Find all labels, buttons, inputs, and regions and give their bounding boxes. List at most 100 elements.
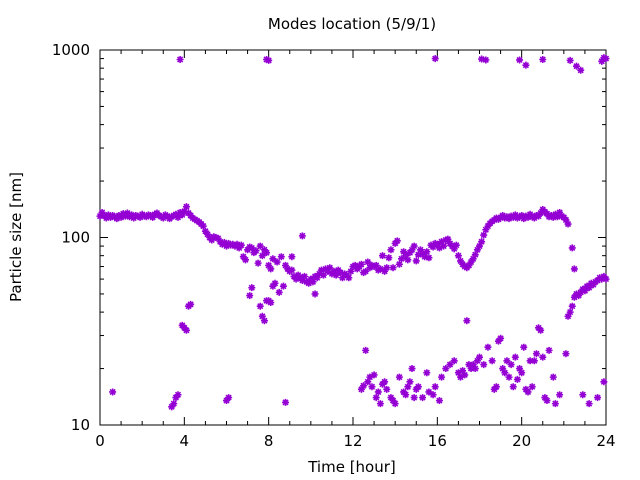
data-point [524, 213, 532, 221]
data-point [480, 361, 488, 369]
data-point [123, 209, 131, 217]
data-point [246, 292, 254, 300]
data-point [524, 388, 532, 396]
data-point [260, 317, 268, 325]
data-point [488, 357, 496, 365]
x-tick-label: 8 [264, 432, 274, 450]
x-tick-label: 16 [428, 432, 447, 450]
data-point [545, 346, 553, 354]
x-axis-label: Time [hour] [307, 458, 396, 476]
data-point [199, 222, 207, 230]
data-point [518, 369, 526, 377]
data-point [602, 275, 610, 283]
data-point [201, 227, 209, 235]
data-point [501, 369, 509, 377]
data-point [516, 365, 524, 373]
data-point [554, 213, 562, 221]
data-point [450, 357, 458, 365]
data-point [570, 293, 578, 301]
data-point [364, 258, 372, 266]
data-point [476, 242, 483, 250]
data-point [248, 244, 256, 252]
data-point [543, 210, 551, 218]
data-point [288, 266, 296, 274]
data-point [204, 230, 212, 238]
data-point [416, 246, 424, 254]
data-point [452, 241, 460, 249]
data-point [393, 237, 401, 245]
data-point [600, 378, 608, 386]
data-point [400, 248, 408, 256]
data-point [117, 213, 125, 221]
data-point [459, 367, 467, 375]
data-point [581, 287, 589, 295]
data-point [463, 317, 471, 325]
data-point [172, 210, 180, 218]
data-point [227, 241, 235, 249]
data-point [429, 391, 437, 399]
data-point [159, 214, 167, 222]
data-point [423, 248, 431, 256]
data-point [182, 326, 190, 334]
data-point [223, 397, 230, 405]
data-point [345, 274, 353, 282]
data-point [602, 55, 610, 63]
data-point [208, 236, 216, 244]
data-point [258, 312, 266, 320]
data-point [556, 208, 564, 216]
data-point [473, 357, 481, 365]
data-point [265, 56, 273, 64]
data-point [543, 397, 551, 405]
data-point [440, 242, 448, 250]
data-point [572, 62, 580, 70]
data-point [212, 234, 220, 241]
data-point [182, 203, 190, 211]
data-point [136, 213, 144, 221]
data-point [516, 56, 524, 64]
data-point [467, 258, 475, 266]
data-point [109, 388, 117, 396]
data-point [566, 308, 574, 316]
data-point [564, 312, 572, 320]
data-point [442, 236, 450, 244]
y-tick-label: 10 [71, 416, 90, 434]
data-point [467, 365, 475, 373]
data-point [397, 255, 405, 263]
data-point [412, 257, 420, 265]
data-point [410, 242, 418, 250]
data-point [423, 369, 431, 377]
data-point [324, 267, 332, 275]
x-tick-label: 24 [596, 432, 615, 450]
data-point [305, 279, 313, 287]
data-point [372, 261, 380, 269]
data-point [585, 400, 593, 408]
data-point [275, 288, 283, 296]
data-point [518, 212, 526, 220]
data-point [530, 357, 538, 365]
data-point [311, 290, 319, 298]
data-point [457, 257, 465, 265]
chart-title: Modes location (5/9/1) [268, 15, 436, 33]
data-point [263, 55, 271, 63]
data-point [450, 245, 458, 253]
data-point [338, 274, 346, 282]
data-point [395, 260, 403, 268]
y-axis-ticks: 10 100 1000 [52, 41, 606, 434]
data-point [330, 267, 338, 275]
data-point [128, 211, 136, 219]
data-point [368, 383, 376, 391]
data-point [381, 267, 389, 275]
data-point [575, 292, 583, 300]
data-point [442, 365, 450, 373]
data-point [539, 353, 547, 361]
data-point [176, 55, 184, 63]
data-point [431, 55, 439, 63]
data-point [313, 274, 321, 282]
data-point [549, 373, 557, 381]
data-point [562, 350, 570, 358]
data-point [271, 279, 279, 287]
data-point [526, 357, 534, 365]
data-point [528, 383, 536, 391]
data-point [446, 361, 454, 369]
data-point [383, 264, 391, 272]
